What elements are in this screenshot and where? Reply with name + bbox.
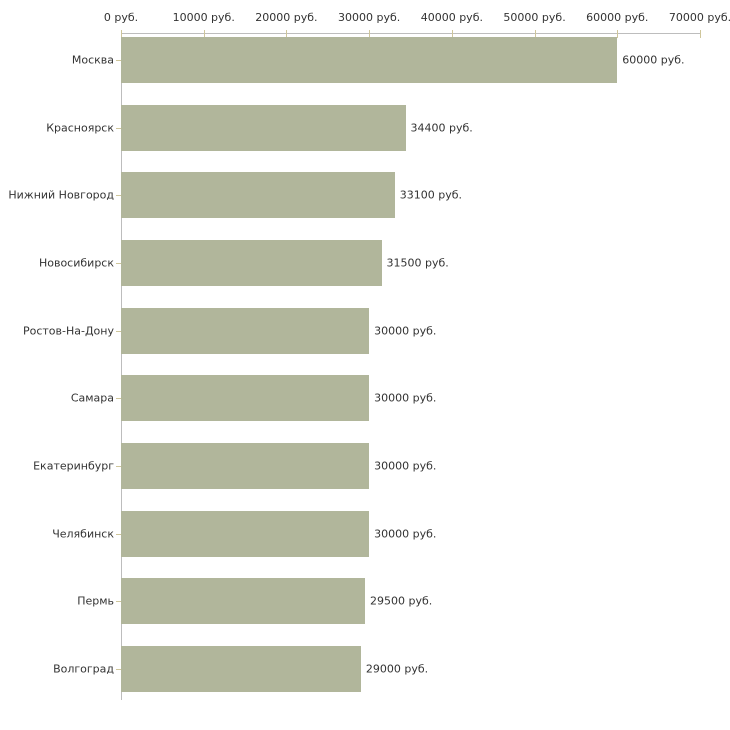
bar bbox=[121, 511, 370, 557]
bar-row: Волгоград 29000 руб. bbox=[0, 646, 730, 692]
category-tick-mark bbox=[116, 601, 121, 602]
value-label: 29000 руб. bbox=[365, 662, 429, 676]
bar bbox=[121, 240, 382, 286]
x-axis-tick-mark bbox=[369, 30, 371, 38]
category-label: Екатеринбург bbox=[33, 459, 114, 473]
category-tick-mark bbox=[116, 195, 121, 196]
bar bbox=[121, 443, 370, 489]
bar-row: Пермь 29500 руб. bbox=[0, 578, 730, 624]
bar bbox=[121, 37, 618, 83]
value-label: 60000 руб. bbox=[622, 53, 685, 67]
category-tick-mark bbox=[116, 398, 121, 399]
category-tick-mark bbox=[116, 60, 121, 61]
bar-row: Красноярск 34400 руб. bbox=[0, 105, 730, 151]
x-axis-tick-label: 60000 руб. bbox=[586, 11, 649, 24]
category-tick-mark bbox=[116, 669, 121, 670]
value-label: 30000 руб. bbox=[374, 324, 437, 338]
category-tick-mark bbox=[116, 466, 121, 467]
value-label: 30000 руб. bbox=[374, 459, 437, 473]
bar-row: Самара 30000 руб. bbox=[0, 375, 730, 421]
category-label: Ростов-На-Дону bbox=[22, 324, 114, 338]
category-tick-mark bbox=[116, 128, 121, 129]
x-axis-tick-label: 10000 руб. bbox=[172, 11, 235, 24]
category-tick-mark bbox=[116, 263, 121, 264]
bar bbox=[121, 308, 370, 354]
bar-row: Нижний Новгород 33100 руб. bbox=[0, 172, 730, 218]
x-axis-line bbox=[121, 33, 700, 34]
bar bbox=[121, 578, 365, 624]
value-label: 34400 руб. bbox=[410, 121, 473, 135]
bar bbox=[121, 375, 370, 421]
value-label: 31500 руб. bbox=[386, 256, 449, 270]
x-axis-tick-mark bbox=[617, 30, 619, 38]
category-label: Самара bbox=[70, 391, 114, 405]
value-label: 30000 руб. bbox=[374, 391, 437, 405]
bar bbox=[121, 105, 406, 151]
x-axis-tick-label: 0 руб. bbox=[103, 11, 139, 24]
value-label: 30000 руб. bbox=[374, 527, 437, 541]
category-tick-mark bbox=[116, 534, 121, 535]
category-label: Нижний Новгород bbox=[8, 188, 114, 202]
x-axis-tick-mark bbox=[700, 30, 701, 38]
x-axis-tick-mark bbox=[121, 30, 122, 38]
bar-row: Челябинск 30000 руб. bbox=[0, 511, 730, 557]
x-axis-tick-mark bbox=[451, 30, 453, 38]
category-label: Пермь bbox=[77, 594, 114, 608]
x-axis-tick-mark bbox=[286, 30, 288, 38]
x-axis-tick-label: 40000 руб. bbox=[420, 11, 483, 24]
value-label: 29500 руб. bbox=[370, 594, 433, 608]
x-axis-tick-label: 70000 руб. bbox=[668, 11, 730, 24]
category-label: Красноярск bbox=[46, 121, 114, 135]
category-label: Новосибирск bbox=[38, 256, 114, 270]
category-label: Волгоград bbox=[53, 662, 114, 676]
category-label: Челябинск bbox=[52, 527, 114, 541]
x-axis-tick-label: 20000 руб. bbox=[255, 11, 318, 24]
bar-row: Москва 60000 руб. bbox=[0, 37, 730, 83]
bar bbox=[121, 646, 361, 692]
category-label: Москва bbox=[71, 53, 114, 67]
value-label: 33100 руб. bbox=[399, 188, 463, 202]
y-axis-line bbox=[121, 33, 122, 700]
x-axis-tick-mark bbox=[203, 30, 205, 38]
bar-row: Ростов-На-Дону 30000 руб. bbox=[0, 308, 730, 354]
category-tick-mark bbox=[116, 331, 121, 332]
bar bbox=[121, 172, 395, 218]
bar-row: Новосибирск 31500 руб. bbox=[0, 240, 730, 286]
x-axis-tick-mark bbox=[534, 30, 536, 38]
x-axis-tick-label: 50000 руб. bbox=[503, 11, 566, 24]
x-axis-tick-label: 30000 руб. bbox=[338, 11, 401, 24]
bar-row: Екатеринбург 30000 руб. bbox=[0, 443, 730, 489]
